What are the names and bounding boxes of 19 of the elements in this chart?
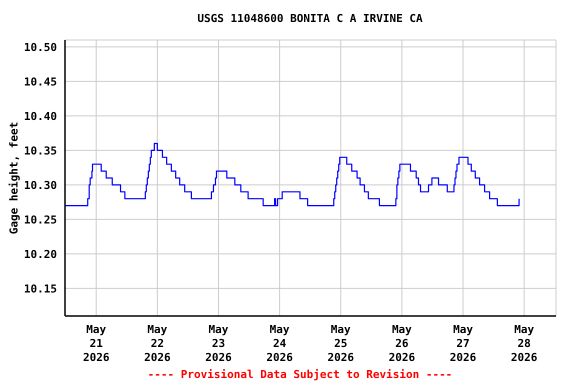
y-tick-label: 10.30 xyxy=(24,178,57,192)
y-tick-label: 10.20 xyxy=(24,248,57,261)
y-tick-label: 10.25 xyxy=(24,213,57,226)
x-tick-label: May 27 2026 xyxy=(450,323,477,364)
x-tick-label: May 24 2026 xyxy=(266,323,294,364)
y-tick-label: 10.15 xyxy=(24,282,57,296)
y-tick-label: 10.35 xyxy=(24,144,57,158)
x-tick-label: May 28 2026 xyxy=(510,323,538,364)
x-tick-label: May 26 2026 xyxy=(388,323,416,364)
y-axis-title: Gage height, feet xyxy=(8,122,20,234)
x-tick-label: May 22 2026 xyxy=(144,323,171,364)
text: ---- Provisional Data Subject to Revision ---- xyxy=(146,368,454,381)
x-tick-label: May 23 2026 xyxy=(205,323,232,364)
x-tick-label: May 21 2026 xyxy=(82,323,110,364)
chart-title: USGS 11048600 BONITA C A IRVINE CA xyxy=(196,12,424,25)
y-tick-label: 10.45 xyxy=(24,75,57,88)
y-tick-label: 10.50 xyxy=(24,40,57,54)
y-tick-label: 10.40 xyxy=(24,110,57,123)
x-tick-label: May 25 2026 xyxy=(328,323,354,364)
